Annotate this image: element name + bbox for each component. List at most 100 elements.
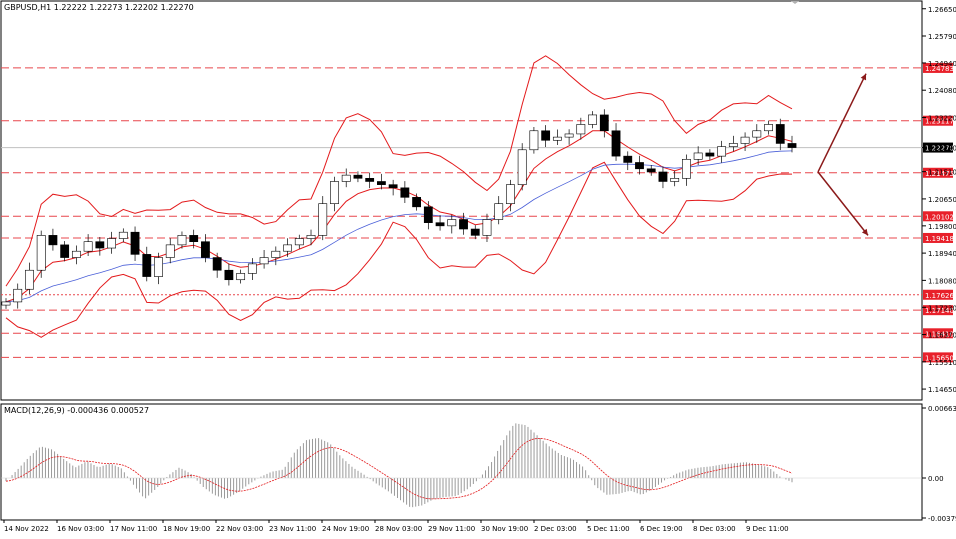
macd-tick-label: 0.00 xyxy=(928,475,944,483)
level-label: 1.19418 xyxy=(925,235,954,243)
candle-body xyxy=(447,219,457,227)
candle-body xyxy=(728,143,738,147)
x-tick-label: 9 Dec 11:00 xyxy=(746,525,789,533)
macd-panel-frame xyxy=(0,403,923,521)
level-label: 1.17626 xyxy=(925,292,954,300)
candle-body xyxy=(236,273,246,281)
x-tick-label: 2 Dec 03:00 xyxy=(534,525,577,533)
candle-body xyxy=(775,124,785,144)
candle-body xyxy=(470,228,480,236)
level-label: 1.23117 xyxy=(925,118,954,126)
candle-body xyxy=(376,181,386,185)
level-badge xyxy=(923,352,953,363)
candle-body xyxy=(541,130,551,141)
y-tick-label: 1.18080 xyxy=(928,277,956,285)
level-label: 1.15650 xyxy=(925,354,954,362)
projection-arrow-line xyxy=(817,73,867,173)
bollinger-lower-line xyxy=(5,161,793,338)
x-tick-label: 14 Nov 2022 xyxy=(4,525,49,533)
candle-body xyxy=(564,133,574,138)
candles-layer xyxy=(1,109,797,309)
candle-body xyxy=(130,231,140,255)
y-tick-label: 1.21510 xyxy=(928,169,956,177)
candle-body xyxy=(13,288,23,303)
projection-arrow-line xyxy=(817,171,869,236)
x-tick-label: 6 Dec 19:00 xyxy=(640,525,683,533)
candle-body xyxy=(552,136,562,141)
candle-body xyxy=(740,136,750,144)
candle-body xyxy=(83,241,93,252)
current-price-label: 1.22270 xyxy=(925,145,954,153)
candle-body xyxy=(682,158,691,179)
candle-body xyxy=(189,235,199,243)
macd-tick-label: -0.003791 xyxy=(928,515,956,523)
candle-body xyxy=(423,206,433,223)
y-tick-label: 1.25790 xyxy=(928,33,956,41)
level-label: 1.20102 xyxy=(925,213,954,221)
level-badge xyxy=(923,115,953,126)
candle-body xyxy=(95,241,105,249)
x-tick-label: 8 Dec 03:00 xyxy=(693,525,736,533)
candle-body xyxy=(494,203,504,220)
projection-arrow-icon xyxy=(860,73,867,81)
y-tick-label: 1.18940 xyxy=(928,250,956,258)
candle-body xyxy=(71,250,81,258)
y-tick-label: 1.19800 xyxy=(928,223,956,231)
y-tick-label: 1.22270 xyxy=(928,145,956,153)
candle-body xyxy=(670,178,680,182)
level-label: 1.24783 xyxy=(925,65,954,73)
candle-body xyxy=(165,244,175,258)
projection-arrow-icon xyxy=(861,228,868,236)
level-label: 1.16410 xyxy=(925,330,954,338)
candle-body xyxy=(341,174,351,182)
candle-body xyxy=(576,124,586,135)
x-tick-label: 17 Nov 11:00 xyxy=(110,525,157,533)
level-badge xyxy=(923,305,953,316)
candle-body xyxy=(646,168,656,173)
candle-body xyxy=(353,174,363,179)
candle-body xyxy=(318,203,328,236)
projection-layer xyxy=(817,73,869,236)
y-tick-label: 1.20650 xyxy=(928,196,956,204)
level-badge xyxy=(923,211,953,222)
candle-body xyxy=(529,130,539,151)
candle-body xyxy=(259,257,269,265)
x-tick-label: 23 Nov 11:00 xyxy=(269,525,316,533)
candle-body xyxy=(388,184,398,189)
candle-body xyxy=(25,269,34,290)
candle-body xyxy=(60,244,70,258)
candle-body xyxy=(306,235,316,239)
macd-header: MACD(12,26,9) -0.000436 0.000527 xyxy=(4,406,149,415)
main-panel-frame xyxy=(0,0,923,401)
candle-body xyxy=(482,219,492,236)
candle-body xyxy=(635,162,644,170)
y-tick-label: 1.14650 xyxy=(928,386,956,394)
candle-body xyxy=(283,244,292,252)
candle-body xyxy=(330,181,339,204)
candle-body xyxy=(787,143,797,148)
x-tick-label: 28 Nov 03:00 xyxy=(375,525,422,533)
candle-body xyxy=(201,241,210,258)
y-tick-label: 1.16370 xyxy=(928,332,956,340)
candle-body xyxy=(611,130,621,157)
candle-body xyxy=(154,257,163,277)
axis-layer: 1.26650 1.25790 1.24940 1.24080 1.23220 1.222… xyxy=(3,6,956,533)
y-tick-label: 1.17230 xyxy=(928,304,956,312)
macd-layer: 0.006635 0.00 -0.003791 xyxy=(1,405,956,523)
levels-layer: 1.24783 1.23117 1.21475 1.20102 1.19418 1.176… xyxy=(1,62,954,363)
candle-body xyxy=(48,235,58,246)
candle-body xyxy=(247,263,257,274)
level-badge xyxy=(923,167,953,178)
current-price-badge xyxy=(923,142,953,153)
level-label: 1.17140 xyxy=(925,307,954,315)
candle-body xyxy=(517,149,527,185)
x-tick-label: 24 Nov 19:00 xyxy=(322,525,369,533)
level-label: 1.21475 xyxy=(925,170,954,178)
candle-body xyxy=(764,124,773,132)
candle-body xyxy=(459,219,468,230)
candle-body xyxy=(588,114,597,125)
x-tick-label: 29 Nov 11:00 xyxy=(428,525,475,533)
x-tick-label: 22 Nov 03:00 xyxy=(216,525,263,533)
shift-marker-icon[interactable] xyxy=(791,1,799,4)
